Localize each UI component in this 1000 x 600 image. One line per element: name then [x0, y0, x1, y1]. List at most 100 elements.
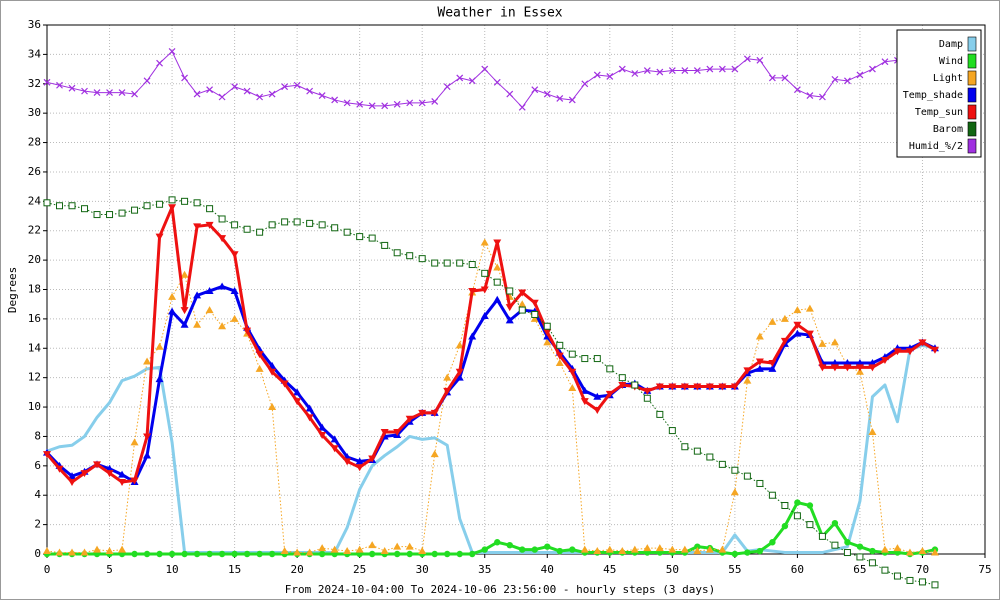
point — [230, 251, 239, 259]
point — [718, 383, 727, 391]
point — [431, 550, 438, 558]
x-tick-label: 15 — [228, 563, 241, 576]
point — [868, 559, 876, 567]
legend-box — [896, 29, 982, 158]
x-tick-label: 30 — [416, 563, 429, 576]
legend-swatch — [967, 53, 977, 69]
point — [218, 282, 227, 290]
point — [205, 286, 214, 294]
point — [218, 93, 226, 101]
point — [368, 234, 376, 242]
point — [568, 368, 577, 376]
point — [131, 90, 138, 98]
point — [493, 78, 501, 86]
point — [606, 365, 614, 373]
point — [243, 225, 251, 233]
point — [405, 415, 414, 423]
point — [168, 196, 176, 204]
point — [456, 259, 464, 267]
point — [755, 332, 764, 340]
point — [706, 65, 714, 73]
point — [793, 329, 802, 337]
point — [744, 549, 751, 556]
point — [456, 74, 464, 82]
point — [81, 205, 89, 213]
y-tick-label: 32 — [28, 77, 41, 90]
point — [343, 458, 352, 466]
point — [806, 521, 814, 529]
point — [630, 545, 639, 553]
point — [393, 542, 402, 550]
point — [305, 548, 314, 556]
legend-label: Temp_shade — [903, 90, 963, 101]
point — [643, 387, 652, 395]
y-tick-label: 16 — [28, 312, 41, 325]
point — [305, 404, 314, 412]
point — [868, 364, 877, 372]
point — [568, 96, 576, 104]
y-tick-label: 14 — [28, 341, 42, 354]
point — [181, 197, 189, 205]
point — [781, 522, 789, 530]
point — [518, 306, 526, 314]
point — [543, 338, 552, 346]
point — [280, 547, 289, 555]
point — [880, 545, 889, 553]
point — [318, 423, 327, 431]
point — [706, 453, 714, 461]
point — [118, 470, 127, 478]
point — [793, 512, 801, 520]
point — [306, 87, 314, 95]
point — [693, 447, 701, 455]
point — [168, 204, 177, 212]
point — [406, 99, 414, 107]
point — [893, 544, 902, 552]
point — [805, 304, 814, 312]
point — [781, 502, 789, 510]
point — [231, 550, 238, 558]
x-tick-label: 75 — [978, 563, 991, 576]
point — [831, 75, 839, 83]
point — [406, 550, 413, 558]
point — [743, 55, 751, 63]
point — [494, 539, 501, 546]
x-tick-label: 10 — [165, 563, 178, 576]
y-tick-label: 2 — [34, 518, 41, 531]
point — [731, 466, 739, 474]
point — [668, 67, 676, 74]
point — [193, 199, 201, 207]
point — [455, 373, 464, 381]
point — [480, 238, 489, 246]
point — [855, 358, 864, 366]
series-line — [45, 285, 936, 484]
x-axis-label: From 2024-10-04:00 To 2024-10-06 23:56:0… — [285, 583, 715, 596]
point — [780, 337, 789, 345]
point — [55, 465, 64, 473]
point — [505, 316, 514, 324]
point — [131, 206, 139, 214]
point — [68, 472, 77, 480]
point — [668, 427, 676, 435]
point — [918, 547, 927, 555]
point — [580, 398, 589, 406]
point — [794, 499, 801, 506]
point — [680, 383, 689, 391]
point — [68, 478, 77, 486]
point — [356, 233, 364, 241]
point — [106, 211, 114, 219]
y-tick-label: 0 — [34, 547, 41, 560]
point — [731, 65, 739, 73]
point — [518, 300, 527, 308]
point — [818, 364, 827, 372]
point — [155, 233, 164, 241]
point — [544, 543, 551, 550]
point — [468, 261, 476, 269]
point — [718, 545, 727, 553]
point — [493, 295, 502, 303]
point — [318, 544, 327, 552]
point — [443, 259, 451, 267]
point — [330, 435, 339, 443]
point — [493, 278, 501, 286]
legend-label: Wind — [939, 56, 963, 67]
point — [368, 455, 377, 463]
